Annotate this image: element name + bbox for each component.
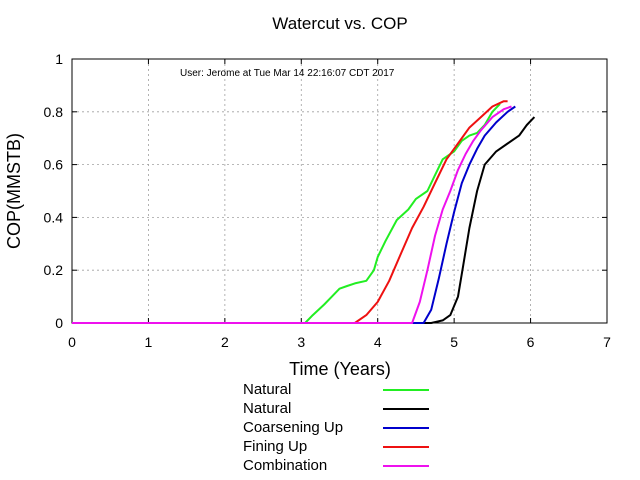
- y-tick-label: 1: [55, 51, 63, 67]
- legend: Natural Natural Coarsening Up Fining Up Comb…: [243, 381, 429, 474]
- chart-title: Watercut vs. COP: [272, 14, 407, 33]
- y-tick-label: 0: [55, 315, 63, 331]
- legend-label-3: Fining Up: [243, 438, 307, 455]
- legend-label-4: Combination: [243, 457, 327, 474]
- legend-label-0: Natural: [243, 381, 291, 398]
- legend-label-1: Natural: [243, 400, 291, 417]
- x-tick-label: 2: [221, 334, 229, 350]
- x-axis-label: Time (Years): [289, 359, 391, 379]
- series-lines: [72, 100, 536, 324]
- x-tick-label: 1: [145, 334, 153, 350]
- y-tick-label: 0.6: [44, 157, 64, 173]
- legend-label-2: Coarsening Up: [243, 419, 343, 436]
- x-tick-label: 5: [450, 334, 458, 350]
- series-line-3: [72, 100, 508, 324]
- y-axis-label: COP(MMSTB): [4, 133, 24, 249]
- y-tick-label: 0.4: [44, 209, 64, 225]
- plot-frame: [71, 58, 608, 324]
- x-tick-label: 7: [603, 334, 611, 350]
- series-line-4: [72, 105, 512, 324]
- y-tick-label: 0.2: [44, 262, 64, 278]
- x-tick-label: 6: [527, 334, 535, 350]
- ticks: 0 1 2 3 4 5 6 7 0 0.2 0.4 0.6 0.8 1: [44, 51, 612, 350]
- series-line-2: [72, 105, 516, 324]
- x-tick-label: 3: [297, 334, 305, 350]
- y-tick-label: 0.8: [44, 104, 64, 120]
- user-annotation: User: Jerome at Tue Mar 14 22:16:07 CDT …: [180, 68, 395, 79]
- x-tick-label: 0: [68, 334, 76, 350]
- series-line-1: [72, 116, 536, 324]
- x-tick-label: 4: [374, 334, 382, 350]
- series-line-0: [72, 103, 501, 324]
- grid: [72, 59, 607, 323]
